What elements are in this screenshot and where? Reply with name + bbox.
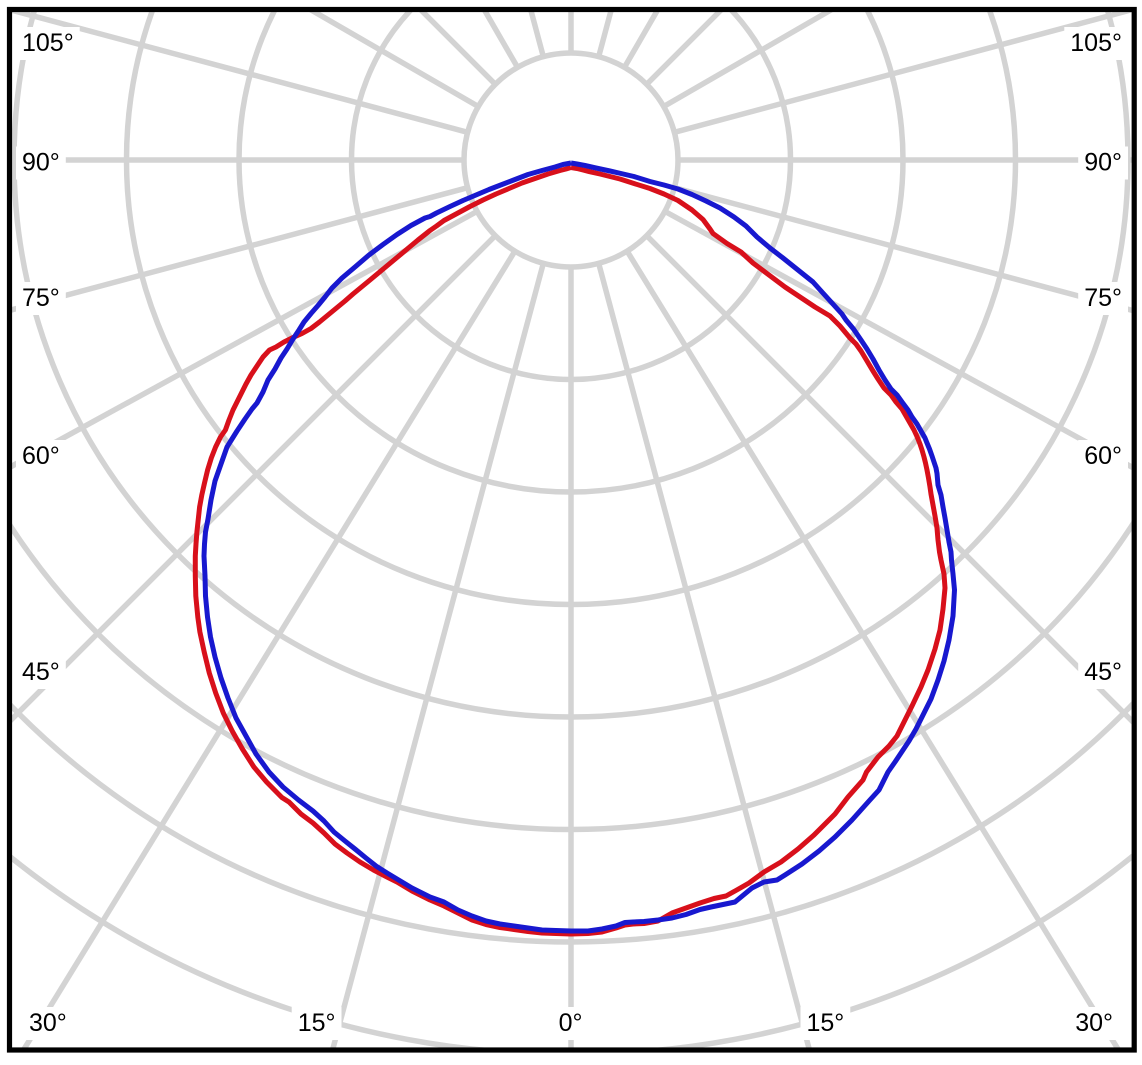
svg-text:75°: 75° <box>22 284 60 312</box>
svg-text:105°: 105° <box>22 29 74 57</box>
svg-text:90°: 90° <box>1084 149 1122 177</box>
svg-text:45°: 45° <box>22 658 60 686</box>
svg-text:60°: 60° <box>1084 442 1122 470</box>
svg-text:60°: 60° <box>22 442 60 470</box>
svg-text:30°: 30° <box>1075 1009 1113 1037</box>
svg-text:45°: 45° <box>1084 658 1122 686</box>
svg-text:0°: 0° <box>559 1009 583 1037</box>
svg-text:30°: 30° <box>29 1009 67 1037</box>
svg-text:15°: 15° <box>298 1009 336 1037</box>
svg-text:90°: 90° <box>22 149 60 177</box>
svg-text:75°: 75° <box>1084 284 1122 312</box>
svg-text:15°: 15° <box>806 1009 844 1037</box>
svg-text:105°: 105° <box>1070 29 1122 57</box>
